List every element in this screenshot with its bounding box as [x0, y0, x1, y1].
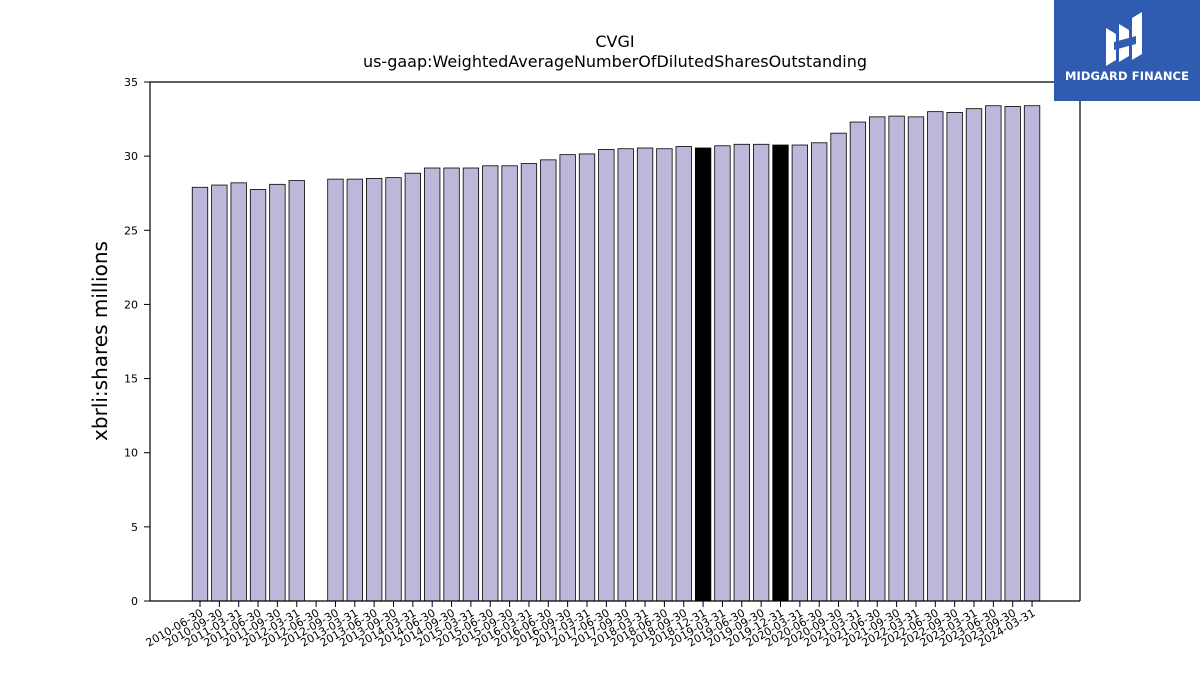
- bar: [849, 121, 867, 602]
- bar: [578, 153, 596, 602]
- bar: [733, 143, 750, 602]
- bar: [249, 189, 267, 602]
- bar: [772, 144, 789, 602]
- bar: [656, 148, 673, 602]
- y-tick-label: 35: [124, 76, 138, 89]
- bar: [462, 167, 480, 602]
- bar: [791, 144, 808, 602]
- bar: [714, 145, 731, 602]
- bar: [230, 182, 247, 602]
- bar: [191, 186, 209, 602]
- bar: [811, 142, 828, 602]
- y-tick-label: 10: [124, 447, 138, 460]
- bar: [598, 149, 615, 602]
- midgard-finance-logo: MIDGARD FINANCE: [1054, 0, 1200, 101]
- bar: [753, 143, 770, 602]
- bar: [501, 165, 518, 602]
- bar: [482, 165, 499, 602]
- logo-text: MIDGARD FINANCE: [1064, 69, 1190, 83]
- chart-title: CVGI: [595, 32, 635, 51]
- bar: [346, 178, 363, 602]
- bar: [404, 172, 422, 602]
- bar: [520, 163, 538, 602]
- bar: [424, 167, 441, 602]
- bar: [675, 146, 692, 602]
- bar: [830, 132, 847, 602]
- bar: [927, 111, 944, 602]
- bar: [559, 154, 576, 602]
- bar: [269, 183, 286, 602]
- bar: [1023, 105, 1041, 602]
- bar: [288, 180, 305, 602]
- bar: [1004, 106, 1021, 602]
- bar: [869, 116, 886, 602]
- bar: [617, 148, 634, 602]
- bar: [888, 115, 905, 602]
- bar: [327, 178, 344, 602]
- y-tick-label: 0: [131, 595, 138, 608]
- y-tick-label: 5: [131, 521, 138, 534]
- y-tick-label: 30: [124, 150, 138, 163]
- bar: [946, 111, 963, 602]
- bar: [694, 147, 712, 602]
- chart-subtitle: us-gaap:WeightedAverageNumberOfDilutedSh…: [362, 52, 868, 71]
- bar: [907, 116, 925, 602]
- y-tick-label: 15: [124, 373, 138, 386]
- y-tick-label: 20: [124, 298, 138, 311]
- bar: [385, 177, 402, 602]
- bar: [443, 167, 460, 602]
- bar: [211, 184, 228, 602]
- y-tick-label: 25: [124, 224, 138, 237]
- bar: [985, 105, 1002, 602]
- bar: [540, 159, 557, 602]
- midgard-logo-icon: [1106, 12, 1142, 66]
- bar: [965, 108, 983, 602]
- bar: [636, 147, 654, 602]
- bar: [365, 177, 383, 602]
